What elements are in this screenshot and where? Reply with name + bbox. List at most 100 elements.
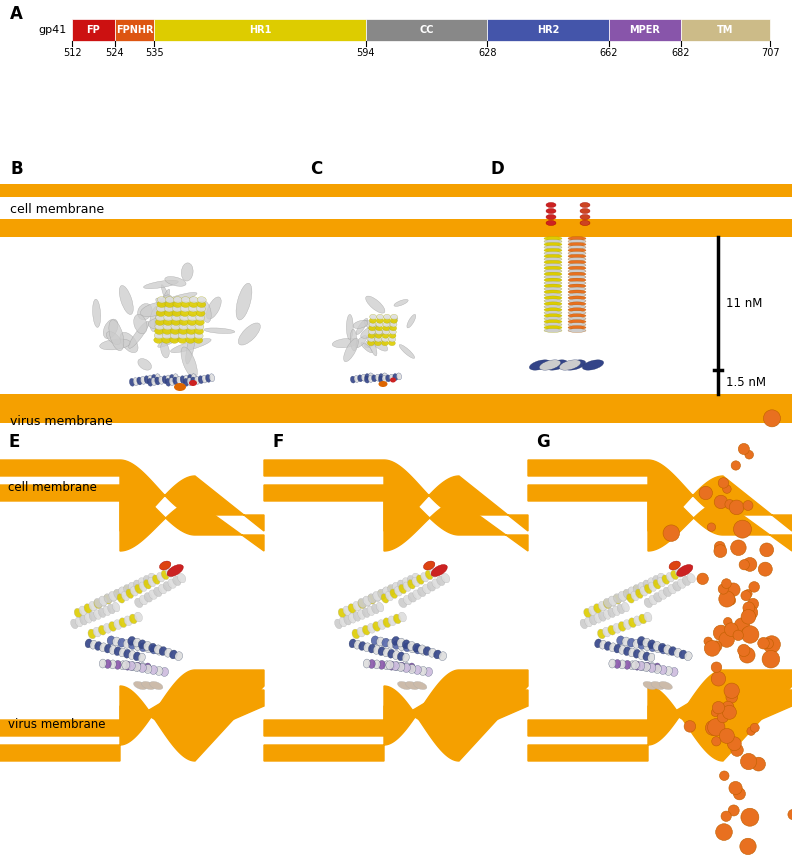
Ellipse shape <box>544 317 562 320</box>
Text: FP: FP <box>86 25 101 35</box>
Ellipse shape <box>393 651 400 659</box>
Circle shape <box>741 809 759 826</box>
Ellipse shape <box>89 640 97 649</box>
Ellipse shape <box>544 319 562 324</box>
Circle shape <box>741 627 753 639</box>
Ellipse shape <box>181 306 189 312</box>
Circle shape <box>718 584 729 594</box>
Ellipse shape <box>104 594 112 603</box>
Ellipse shape <box>124 585 131 595</box>
Circle shape <box>731 540 746 556</box>
Ellipse shape <box>114 589 122 599</box>
Ellipse shape <box>109 621 116 632</box>
Ellipse shape <box>75 617 82 627</box>
Ellipse shape <box>677 579 686 589</box>
Ellipse shape <box>633 584 642 594</box>
Ellipse shape <box>363 597 371 607</box>
Ellipse shape <box>209 374 215 381</box>
Ellipse shape <box>105 659 111 669</box>
Ellipse shape <box>362 626 371 635</box>
Ellipse shape <box>408 665 416 673</box>
Ellipse shape <box>138 358 151 370</box>
Ellipse shape <box>114 646 121 656</box>
Ellipse shape <box>150 306 162 331</box>
Ellipse shape <box>375 337 382 342</box>
Ellipse shape <box>568 287 586 291</box>
Ellipse shape <box>433 650 441 658</box>
Ellipse shape <box>544 287 562 291</box>
Ellipse shape <box>546 360 568 370</box>
Ellipse shape <box>388 649 395 658</box>
Ellipse shape <box>157 306 166 312</box>
Ellipse shape <box>74 608 82 618</box>
Ellipse shape <box>383 325 390 331</box>
Ellipse shape <box>157 572 165 582</box>
Ellipse shape <box>544 325 562 330</box>
Polygon shape <box>528 485 792 551</box>
Ellipse shape <box>186 337 195 343</box>
Ellipse shape <box>413 590 421 600</box>
Circle shape <box>738 444 749 455</box>
Ellipse shape <box>387 585 395 595</box>
Ellipse shape <box>643 652 650 661</box>
Ellipse shape <box>648 664 656 672</box>
Circle shape <box>714 545 727 557</box>
Ellipse shape <box>398 662 406 671</box>
Ellipse shape <box>431 564 447 576</box>
Ellipse shape <box>617 636 624 645</box>
Ellipse shape <box>659 682 672 690</box>
Ellipse shape <box>629 661 636 670</box>
Ellipse shape <box>103 319 118 338</box>
Ellipse shape <box>371 375 377 381</box>
Ellipse shape <box>608 608 615 618</box>
Ellipse shape <box>618 621 626 632</box>
Ellipse shape <box>178 332 187 339</box>
Ellipse shape <box>191 374 196 381</box>
Ellipse shape <box>439 652 447 660</box>
Circle shape <box>734 618 749 633</box>
Ellipse shape <box>187 328 196 334</box>
Ellipse shape <box>128 662 135 671</box>
Ellipse shape <box>189 380 197 386</box>
Ellipse shape <box>383 330 390 335</box>
Ellipse shape <box>664 666 672 676</box>
Ellipse shape <box>350 330 357 351</box>
Ellipse shape <box>161 342 169 358</box>
Ellipse shape <box>207 297 221 319</box>
Ellipse shape <box>133 663 141 671</box>
Ellipse shape <box>93 599 102 608</box>
Ellipse shape <box>398 612 406 622</box>
Ellipse shape <box>584 617 592 627</box>
Ellipse shape <box>170 338 211 353</box>
Ellipse shape <box>379 374 384 381</box>
Ellipse shape <box>139 582 147 591</box>
Ellipse shape <box>425 667 432 677</box>
Ellipse shape <box>613 623 621 633</box>
Ellipse shape <box>367 623 375 633</box>
Ellipse shape <box>134 314 147 334</box>
Circle shape <box>740 838 756 854</box>
Ellipse shape <box>189 297 198 303</box>
Ellipse shape <box>644 641 651 651</box>
Bar <box>72 19 115 41</box>
Ellipse shape <box>568 269 586 273</box>
Ellipse shape <box>140 376 146 384</box>
Ellipse shape <box>607 626 616 635</box>
Circle shape <box>722 579 731 589</box>
Ellipse shape <box>383 314 390 319</box>
Ellipse shape <box>393 583 401 592</box>
Text: 628: 628 <box>478 48 497 58</box>
Bar <box>115 19 154 41</box>
Ellipse shape <box>154 337 162 343</box>
Circle shape <box>725 500 734 509</box>
Ellipse shape <box>568 296 586 299</box>
Ellipse shape <box>544 251 562 255</box>
Ellipse shape <box>364 376 370 383</box>
Ellipse shape <box>419 666 427 676</box>
Ellipse shape <box>376 602 384 612</box>
Ellipse shape <box>155 646 163 655</box>
Ellipse shape <box>618 592 626 602</box>
Ellipse shape <box>368 594 376 603</box>
Circle shape <box>741 590 751 601</box>
Ellipse shape <box>638 636 645 646</box>
